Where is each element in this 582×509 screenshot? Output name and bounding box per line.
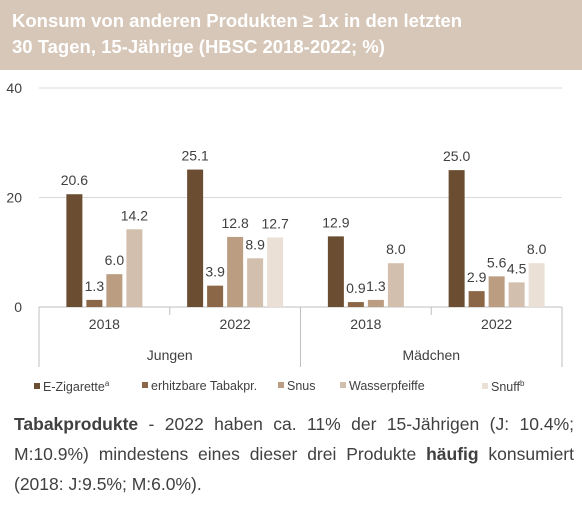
legend-swatch: [278, 382, 284, 388]
legend-label: Snuff: [491, 380, 520, 394]
legend-item: E-Zigarettea: [34, 379, 109, 394]
bar: [367, 299, 384, 307]
legend-swatch: [482, 383, 488, 389]
chart-title-line1: Konsum von anderen Produkten ≥ 1x in den…: [12, 10, 463, 31]
x-tick-label: 2022: [481, 316, 512, 332]
title-banner: Konsum von anderen Produkten ≥ 1x in den…: [0, 0, 582, 70]
data-label: 6.0: [105, 252, 125, 268]
data-label: 14.2: [121, 207, 148, 223]
legend-superscript: a: [104, 379, 110, 388]
data-label: 12.9: [322, 214, 349, 230]
footnote-bold-tabakprodukte: Tabakprodukte: [14, 414, 139, 434]
bar: [86, 299, 103, 307]
legend-item: Wasserpfeiffe: [340, 379, 425, 393]
bar: [267, 237, 284, 307]
bar: [468, 291, 485, 307]
group-label: Jungen: [147, 347, 193, 363]
legend-label: erhitzbare Tabakpr.: [151, 379, 258, 393]
bar: [387, 263, 404, 307]
x-tick-label: 2022: [220, 316, 251, 332]
bar: [187, 169, 204, 307]
group-label: Mädchen: [402, 347, 460, 363]
legend-item: Snus: [278, 379, 316, 393]
chart-title: Konsum von anderen Produkten ≥ 1x in den…: [12, 8, 572, 60]
y-tick-label: 20: [6, 190, 22, 206]
data-label: 25.1: [182, 148, 209, 164]
bar: [528, 263, 545, 307]
data-label: 1.3: [85, 278, 105, 294]
legend-swatch: [340, 382, 346, 388]
data-label: 20.6: [61, 172, 88, 188]
chart-title-line2: 30 Tagen, 15-Jährige (HBSC 2018-2022; %): [12, 36, 385, 57]
bar: [488, 276, 505, 307]
chart-legend: E-Zigarettea erhitzbare Tabakpr. Snus Wasse…: [34, 379, 574, 397]
footnote-bold-haeufig: häufig: [426, 444, 479, 464]
bar: [126, 229, 143, 307]
legend-label: Wasserpfeiffe: [349, 379, 425, 393]
bar: [327, 236, 344, 307]
legend-swatch: [34, 383, 40, 389]
data-label: 12.7: [262, 215, 289, 231]
legend-swatch: [142, 382, 148, 388]
bar: [227, 236, 244, 307]
footnote-text-2: konsumiert (2018: J:9.5%; M:6.0%).: [14, 444, 574, 494]
data-label: 12.8: [222, 215, 249, 231]
data-label: 2.9: [467, 269, 487, 285]
data-label: 5.6: [487, 254, 507, 270]
legend-superscript: b: [519, 379, 525, 388]
bar: [66, 194, 83, 307]
bar-chart: 02040201820.61.36.014.2202225.13.912.88.…: [6, 80, 563, 367]
legend-item: erhitzbare Tabakpr.: [142, 379, 257, 393]
data-label: 8.9: [245, 236, 265, 252]
y-tick-label: 40: [6, 80, 22, 96]
data-label: 25.0: [443, 148, 470, 164]
footnote: Tabakprodukte - 2022 haben ca. 11% der 1…: [14, 409, 574, 499]
data-label: 0.9: [346, 280, 366, 296]
data-label: 4.5: [507, 260, 527, 276]
legend-label: Snus: [287, 379, 316, 393]
bar: [106, 274, 123, 307]
bar: [247, 258, 264, 307]
bar: [347, 302, 364, 307]
x-tick-label: 2018: [350, 316, 381, 332]
bar: [207, 285, 224, 307]
legend-label: E-Zigarette: [43, 380, 105, 394]
bar: [508, 282, 525, 307]
data-label: 8.0: [527, 241, 547, 257]
data-label: 3.9: [205, 264, 225, 280]
footnote-text-1: - 2022 haben ca. 11% der 15-Jährigen (J:…: [14, 414, 574, 464]
x-tick-label: 2018: [89, 316, 120, 332]
y-tick-label: 0: [14, 299, 22, 315]
bar: [448, 170, 465, 307]
legend-item: Snuffb: [482, 379, 524, 394]
data-label: 8.0: [386, 241, 406, 257]
data-label: 1.3: [366, 278, 386, 294]
